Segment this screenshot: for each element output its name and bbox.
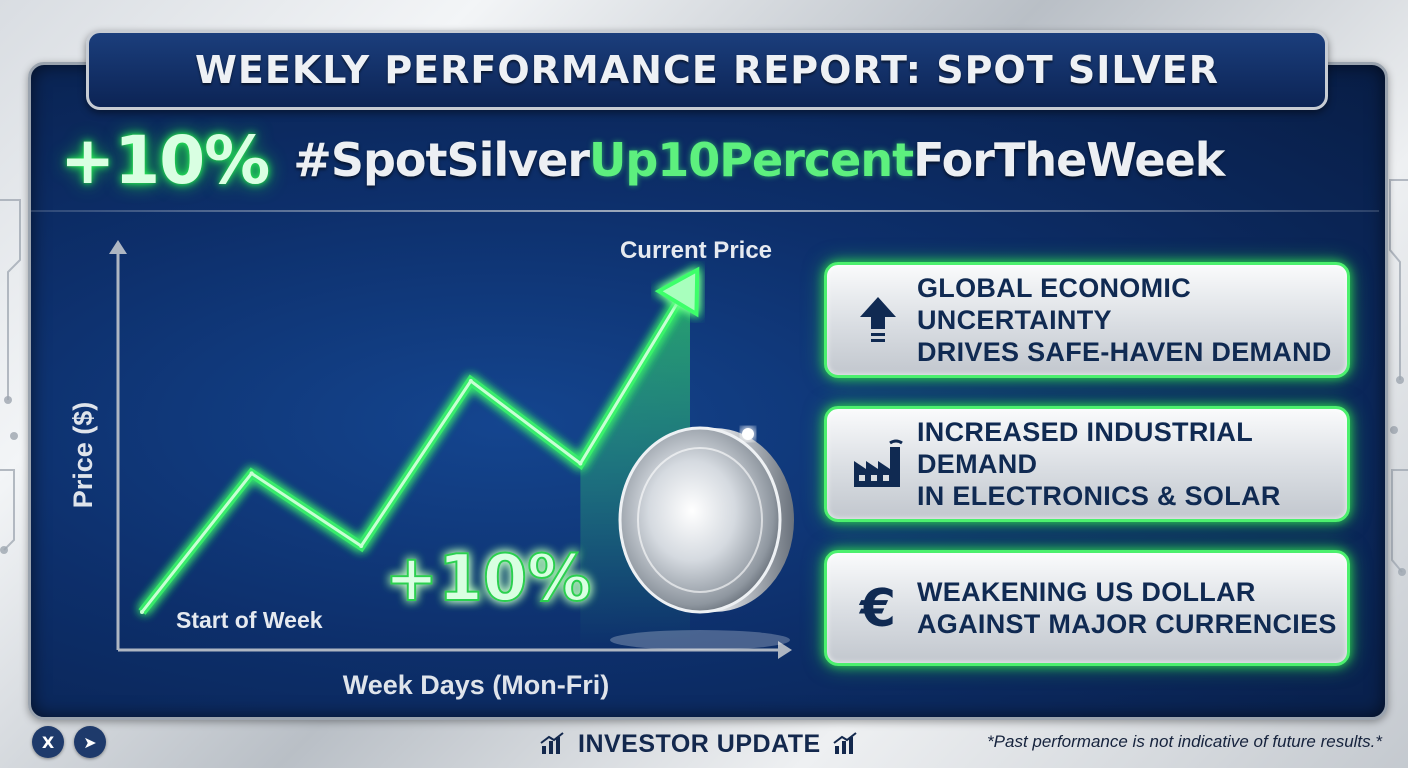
reason-card: € WEAKENING US DOLLAR AGAINST MAJOR CURREN…: [824, 550, 1350, 666]
hashtag-part-1: #SpotSilver: [293, 133, 590, 187]
reason-line-2: AGAINST MAJOR CURRENCIES: [917, 609, 1337, 639]
reason-text: WEAKENING US DOLLAR AGAINST MAJOR CURRENC…: [917, 576, 1337, 640]
headline: +10% #SpotSilverUp10PercentForTheWeek: [60, 118, 1360, 202]
factory-icon: [843, 429, 913, 499]
reason-line-1: WEAKENING US DOLLAR: [917, 577, 1256, 607]
bar-chart-icon: [833, 732, 857, 754]
page-title: WEEKLY PERFORMANCE REPORT: SPOT SILVER: [195, 48, 1219, 92]
reason-line-2: DRIVES SAFE-HAVEN DEMAND: [917, 337, 1332, 367]
reason-text: GLOBAL ECONOMIC UNCERTAINTY DRIVES SAFE-H…: [917, 272, 1347, 368]
hashtag-part-2: Up10Percent: [589, 133, 914, 187]
reason-text: INCREASED INDUSTRIAL DEMAND IN ELECTRONIC…: [917, 416, 1347, 512]
reason-line-1: GLOBAL ECONOMIC UNCERTAINTY: [917, 273, 1191, 335]
telegram-icon[interactable]: ➤: [74, 726, 106, 758]
svg-text:€: €: [859, 580, 896, 636]
reason-card: INCREASED INDUSTRIAL DEMAND IN ELECTRONIC…: [824, 406, 1350, 522]
title-plate: WEEKLY PERFORMANCE REPORT: SPOT SILVER: [86, 30, 1328, 110]
headline-change: +10%: [60, 121, 270, 199]
divider: [31, 210, 1379, 212]
footer-label: INVESTOR UPDATE: [578, 729, 821, 758]
hashtag-part-3: ForTheWeek: [913, 133, 1225, 187]
hashtag[interactable]: #SpotSilverUp10PercentForTheWeek: [293, 133, 1225, 187]
reason-line-2: IN ELECTRONICS & SOLAR: [917, 481, 1281, 511]
euro-icon: €: [843, 573, 913, 643]
x-logo-icon[interactable]: X: [32, 726, 64, 758]
footer-badge: INVESTOR UPDATE: [540, 726, 859, 762]
reason-card: GLOBAL ECONOMIC UNCERTAINTY DRIVES SAFE-H…: [824, 262, 1350, 378]
social-links: X ➤: [32, 726, 106, 758]
arrow-up-icon: [843, 285, 913, 355]
disclaimer: *Past performance is not indicative of f…: [987, 732, 1382, 751]
reason-line-1: INCREASED INDUSTRIAL DEMAND: [917, 417, 1253, 479]
bar-chart-icon: [540, 732, 564, 754]
